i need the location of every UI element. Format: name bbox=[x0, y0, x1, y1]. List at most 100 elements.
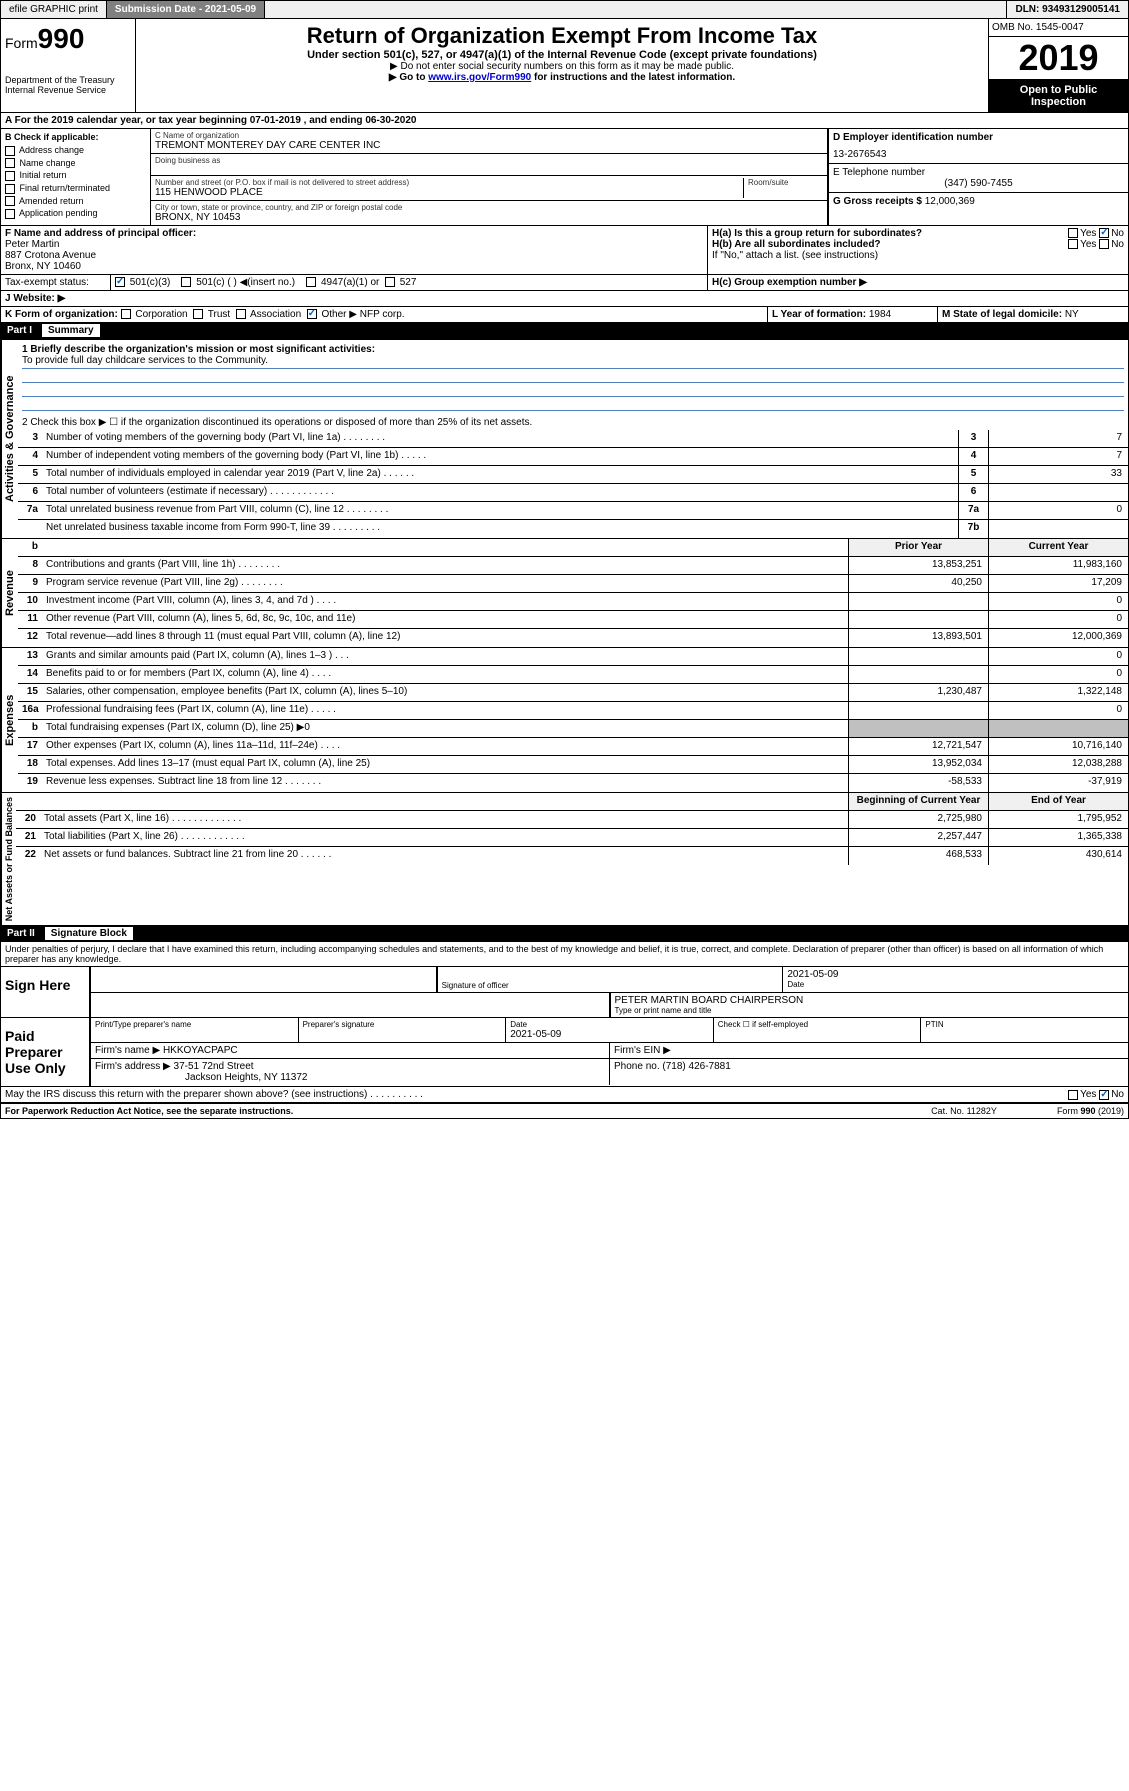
vlabel-revenue: Revenue bbox=[1, 539, 18, 647]
tax-year: 2019 bbox=[989, 37, 1128, 80]
city-state-zip: BRONX, NY 10453 bbox=[155, 212, 823, 223]
summary-row: 3Number of voting members of the governi… bbox=[18, 430, 1128, 448]
hc-exemption: H(c) Group exemption number ▶ bbox=[708, 275, 1128, 290]
ein-label: D Employer identification number bbox=[833, 132, 1124, 143]
printed-name-label: Type or print name and title bbox=[615, 1006, 1125, 1015]
note-link: ▶ Go to www.irs.gov/Form990 for instruct… bbox=[140, 72, 984, 83]
tax-exempt-label: Tax-exempt status: bbox=[1, 275, 111, 290]
officer-addr1: 887 Crotona Avenue bbox=[5, 250, 703, 261]
sig-date: 2021-05-09 bbox=[787, 969, 1124, 980]
state-domicile: M State of legal domicile: NY bbox=[938, 307, 1128, 322]
paperwork-notice: For Paperwork Reduction Act Notice, see … bbox=[5, 1106, 931, 1116]
current-year-header: Current Year bbox=[988, 539, 1128, 556]
summary-row: 5Total number of individuals employed in… bbox=[18, 466, 1128, 484]
sign-here-label: Sign Here bbox=[1, 967, 91, 1017]
part2-header: Part II Signature Block bbox=[1, 925, 1128, 942]
firm-addr2: Jackson Heights, NY 11372 bbox=[95, 1072, 605, 1083]
begin-year-header: Beginning of Current Year bbox=[848, 793, 988, 810]
omb-number: OMB No. 1545-0047 bbox=[989, 19, 1128, 37]
summary-row: 19Revenue less expenses. Subtract line 1… bbox=[18, 774, 1128, 792]
summary-row: 17Other expenses (Part IX, column (A), l… bbox=[18, 738, 1128, 756]
summary-row: 11Other revenue (Part VIII, column (A), … bbox=[18, 611, 1128, 629]
officer-name: Peter Martin bbox=[5, 239, 703, 250]
line2: 2 Check this box ▶ ☐ if the organization… bbox=[18, 415, 1128, 430]
street-address: 115 HENWOOD PLACE bbox=[155, 187, 743, 198]
org-name: TREMONT MONTEREY DAY CARE CENTER INC bbox=[155, 140, 823, 151]
officer-printed-name: PETER MARTIN BOARD CHAIRPERSON bbox=[615, 995, 1125, 1006]
section-b-checkboxes: B Check if applicable: Address change Na… bbox=[1, 129, 151, 225]
summary-row: 20Total assets (Part X, line 16) . . . .… bbox=[16, 811, 1128, 829]
checkbox-item[interactable]: Amended return bbox=[5, 195, 146, 208]
discuss-question: May the IRS discuss this return with the… bbox=[1, 1087, 1128, 1102]
submission-date: Submission Date - 2021-05-09 bbox=[107, 1, 265, 18]
hb-question: H(b) Are all subordinates included? Yes … bbox=[712, 239, 1124, 250]
officer-addr2: Bronx, NY 10460 bbox=[5, 261, 703, 272]
officer-label: F Name and address of principal officer: bbox=[5, 228, 703, 239]
summary-row: 18Total expenses. Add lines 13–17 (must … bbox=[18, 756, 1128, 774]
open-public-badge: Open to Public Inspection bbox=[989, 80, 1128, 112]
phone-label: E Telephone number bbox=[833, 167, 1124, 178]
end-year-header: End of Year bbox=[988, 793, 1128, 810]
checkbox-item[interactable]: Address change bbox=[5, 144, 146, 157]
irs-link[interactable]: www.irs.gov/Form990 bbox=[428, 72, 531, 83]
summary-row: 15Salaries, other compensation, employee… bbox=[18, 684, 1128, 702]
note-ssn: ▶ Do not enter social security numbers o… bbox=[140, 61, 984, 72]
year-formation: L Year of formation: 1984 bbox=[768, 307, 938, 322]
firm-name: HKKOYACPAPC bbox=[163, 1045, 238, 1056]
vlabel-net: Net Assets or Fund Balances bbox=[1, 793, 16, 925]
firm-phone: (718) 426-7881 bbox=[662, 1061, 730, 1072]
firm-addr1: 37-51 72nd Street bbox=[174, 1061, 254, 1072]
form-subtitle: Under section 501(c), 527, or 4947(a)(1)… bbox=[140, 49, 984, 61]
summary-row: 9Program service revenue (Part VIII, lin… bbox=[18, 575, 1128, 593]
line1-label: 1 Briefly describe the organization's mi… bbox=[22, 344, 1124, 355]
firm-ein-label: Firm's EIN ▶ bbox=[610, 1043, 1128, 1058]
checkbox-item[interactable]: Final return/terminated bbox=[5, 182, 146, 195]
form-of-org: K Form of organization: Corporation Trus… bbox=[1, 307, 768, 322]
mission-text: To provide full day childcare services t… bbox=[22, 355, 1124, 369]
tax-exempt-options: 501(c)(3) 501(c) ( ) ◀(insert no.) 4947(… bbox=[111, 275, 708, 290]
summary-row: 12Total revenue—add lines 8 through 11 (… bbox=[18, 629, 1128, 647]
form-header: Form990 Department of the Treasury Inter… bbox=[1, 19, 1128, 112]
ha-question: H(a) Is this a group return for subordin… bbox=[712, 228, 1124, 239]
summary-row: 13Grants and similar amounts paid (Part … bbox=[18, 648, 1128, 666]
vlabel-governance: Activities & Governance bbox=[1, 340, 18, 538]
section-a-period: A For the 2019 calendar year, or tax yea… bbox=[1, 112, 1128, 128]
vlabel-expenses: Expenses bbox=[1, 648, 18, 792]
name-label: C Name of organization bbox=[155, 131, 823, 140]
checkbox-item[interactable]: Name change bbox=[5, 157, 146, 170]
phone-value: (347) 590-7455 bbox=[833, 178, 1124, 189]
summary-row: 21Total liabilities (Part X, line 26) . … bbox=[16, 829, 1128, 847]
dln: DLN: 93493129005141 bbox=[1006, 1, 1128, 18]
summary-row: 6Total number of volunteers (estimate if… bbox=[18, 484, 1128, 502]
checkbox-item[interactable]: Application pending bbox=[5, 207, 146, 220]
website-label: J Website: ▶ bbox=[1, 291, 1128, 306]
top-bar: efile GRAPHIC print Submission Date - 20… bbox=[0, 0, 1129, 19]
form-title: Return of Organization Exempt From Incom… bbox=[140, 23, 984, 49]
summary-row: 8Contributions and grants (Part VIII, li… bbox=[18, 557, 1128, 575]
summary-row: 16aProfessional fundraising fees (Part I… bbox=[18, 702, 1128, 720]
cat-number: Cat. No. 11282Y bbox=[931, 1106, 997, 1116]
summary-row: 10Investment income (Part VIII, column (… bbox=[18, 593, 1128, 611]
ein-value: 13-2676543 bbox=[833, 149, 1124, 160]
paid-preparer-label: Paid Preparer Use Only bbox=[1, 1018, 91, 1086]
part1-header: Part I Summary bbox=[1, 322, 1128, 339]
form-number: Form990 bbox=[5, 23, 131, 55]
addr-label: Number and street (or P.O. box if mail i… bbox=[155, 178, 743, 187]
sig-date-label: Date bbox=[787, 980, 1124, 989]
checkbox-item[interactable]: Initial return bbox=[5, 169, 146, 182]
room-label: Room/suite bbox=[748, 178, 823, 187]
hb-note: If "No," attach a list. (see instruction… bbox=[712, 250, 1124, 261]
summary-row: 7aTotal unrelated business revenue from … bbox=[18, 502, 1128, 520]
summary-row: Net unrelated business taxable income fr… bbox=[18, 520, 1128, 538]
efile-button[interactable]: efile GRAPHIC print bbox=[1, 1, 107, 18]
sig-officer-label: Signature of officer bbox=[442, 981, 779, 990]
declaration-text: Under penalties of perjury, I declare th… bbox=[1, 942, 1128, 966]
dba-label: Doing business as bbox=[155, 156, 823, 165]
summary-row: 14Benefits paid to or for members (Part … bbox=[18, 666, 1128, 684]
city-label: City or town, state or province, country… bbox=[155, 203, 823, 212]
summary-row: 22Net assets or fund balances. Subtract … bbox=[16, 847, 1128, 865]
summary-row: 4Number of independent voting members of… bbox=[18, 448, 1128, 466]
department: Department of the Treasury Internal Reve… bbox=[5, 75, 131, 95]
gross-receipts-label: G Gross receipts $ bbox=[833, 196, 922, 207]
gross-receipts-value: 12,000,369 bbox=[925, 196, 975, 207]
